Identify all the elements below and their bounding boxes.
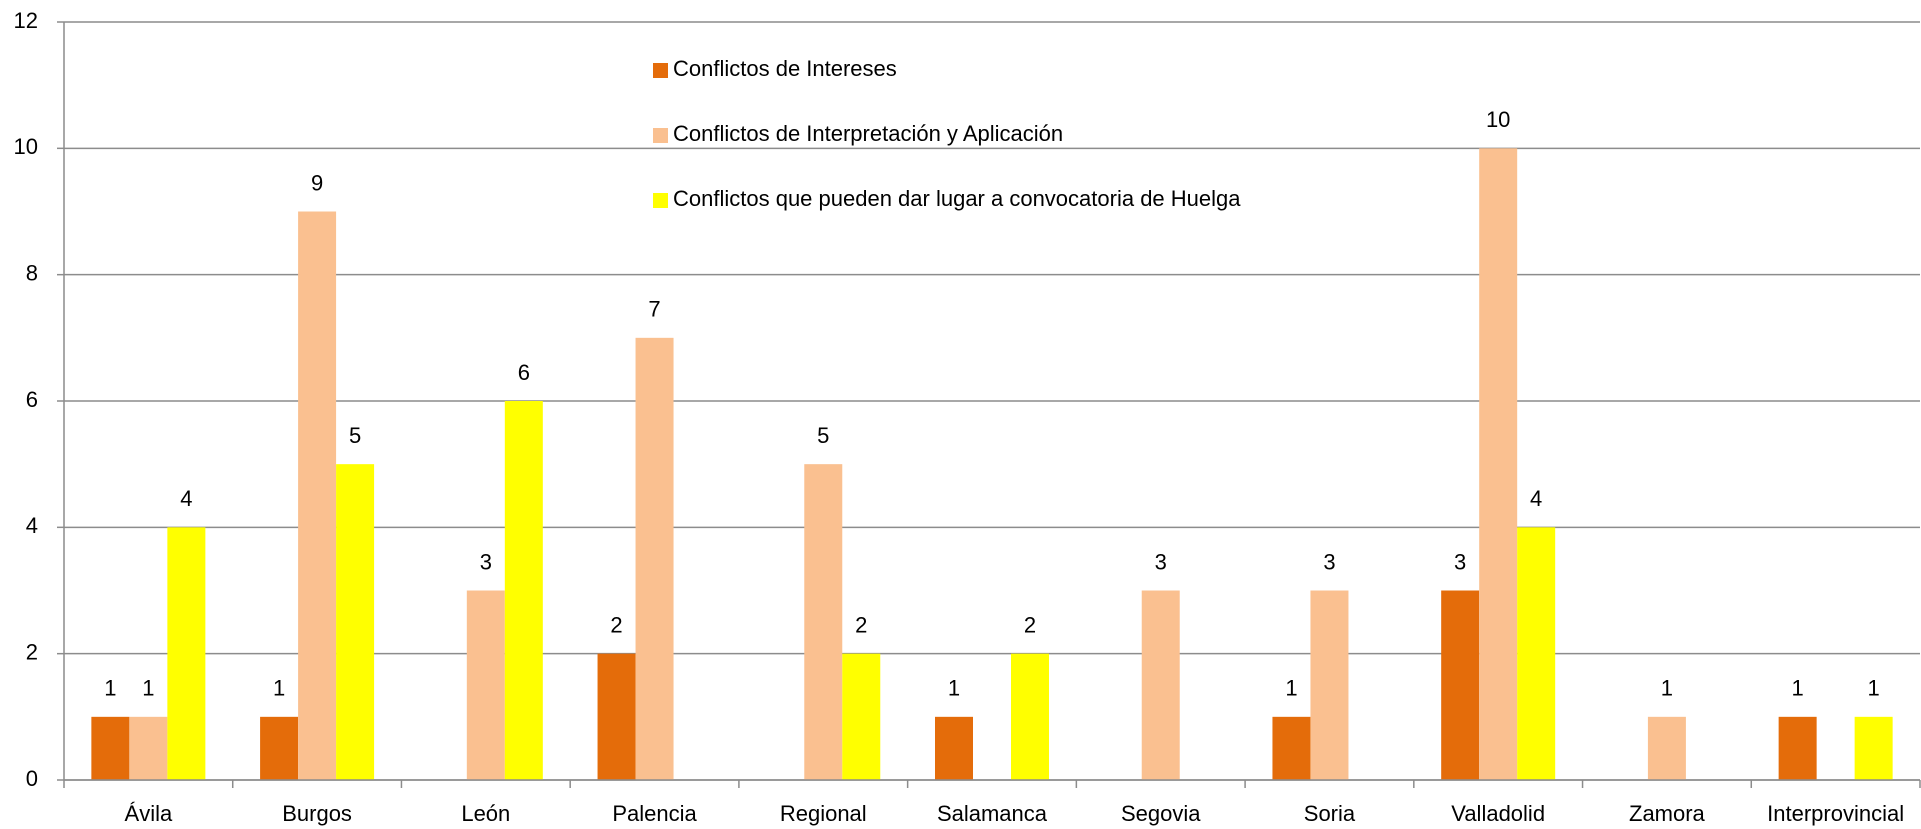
y-tick-label: 2: [26, 639, 38, 664]
bar: [1479, 148, 1518, 781]
bar: [842, 653, 881, 780]
x-tick-label: Ávila: [125, 801, 173, 826]
data-label: 4: [180, 486, 192, 511]
data-label: 1: [273, 676, 285, 701]
data-label: 1: [1285, 676, 1297, 701]
data-label: 3: [480, 549, 492, 574]
x-tick-label: Regional: [780, 801, 867, 826]
data-label: 1: [1661, 676, 1673, 701]
bar: [635, 337, 674, 780]
x-tick-label: Soria: [1304, 801, 1356, 826]
y-tick-label: 8: [26, 260, 38, 285]
legend-swatch: [653, 128, 668, 143]
x-tick-label: Burgos: [282, 801, 352, 826]
bar: [466, 590, 505, 780]
data-label: 10: [1486, 107, 1510, 132]
legend-label: Conflictos de Intereses: [673, 56, 897, 81]
bar: [1778, 716, 1817, 780]
data-label: 4: [1530, 486, 1542, 511]
data-label: 3: [1454, 549, 1466, 574]
y-tick-label: 6: [26, 387, 38, 412]
bar: [1011, 653, 1049, 780]
bar: [935, 716, 973, 780]
bar: [260, 716, 299, 780]
data-label: 1: [142, 676, 154, 701]
x-tick-label: Salamanca: [937, 801, 1048, 826]
data-label: 1: [1792, 676, 1804, 701]
x-tick-label: Zamora: [1629, 801, 1706, 826]
y-tick-label: 4: [26, 513, 38, 538]
data-label: 3: [1155, 549, 1167, 574]
bar: [1854, 716, 1893, 780]
data-label: 1: [104, 676, 116, 701]
bar: [1517, 527, 1556, 780]
bar: [298, 211, 337, 780]
data-label: 2: [610, 612, 622, 637]
data-label: 1: [1868, 676, 1880, 701]
data-label: 2: [855, 612, 867, 637]
data-label: 7: [648, 297, 660, 322]
bar: [804, 464, 843, 780]
bar: [1272, 716, 1311, 780]
bar: [167, 527, 206, 780]
y-tick-label: 0: [26, 766, 38, 791]
legend-label: Conflictos que pueden dar lugar a convoc…: [673, 186, 1241, 211]
x-tick-label: Valladolid: [1451, 801, 1545, 826]
y-tick-label: 12: [14, 8, 38, 33]
x-tick-label: Palencia: [612, 801, 697, 826]
data-label: 5: [817, 423, 829, 448]
bar: [1310, 590, 1349, 780]
bar: [504, 401, 543, 780]
legend-swatch: [653, 63, 668, 78]
data-label: 1: [948, 676, 960, 701]
bar: [1141, 590, 1180, 780]
legend-swatch: [653, 193, 668, 208]
x-tick-label: León: [461, 801, 510, 826]
bar: [129, 716, 168, 780]
y-tick-label: 10: [14, 134, 38, 159]
bar: [1647, 716, 1686, 780]
bar: [91, 716, 130, 780]
legend-label: Conflictos de Interpretación y Aplicació…: [673, 121, 1063, 146]
data-label: 9: [311, 170, 323, 195]
bar: [597, 653, 636, 780]
x-tick-label: Interprovincial: [1767, 801, 1904, 826]
x-tick-label: Segovia: [1121, 801, 1201, 826]
data-label: 5: [349, 423, 361, 448]
bar: [1441, 590, 1480, 780]
bar: [336, 464, 375, 780]
data-label: 2: [1024, 612, 1036, 637]
data-label: 3: [1323, 549, 1335, 574]
data-label: 6: [518, 360, 530, 385]
